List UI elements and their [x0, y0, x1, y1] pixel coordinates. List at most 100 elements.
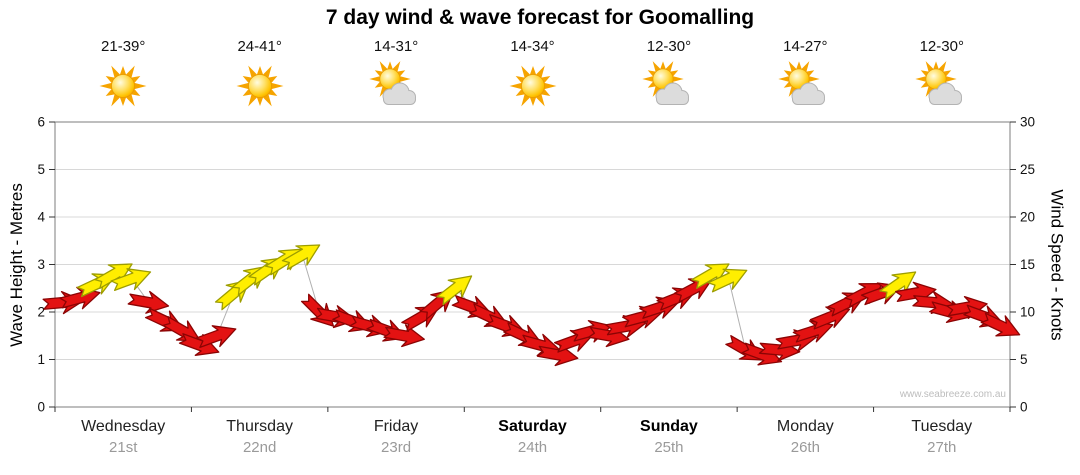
sun-ray	[99, 82, 113, 90]
wind-arrow	[946, 295, 988, 319]
watermark: www.seabreeze.com.au	[899, 389, 1006, 400]
sun-icon	[509, 65, 556, 107]
day-footer: Saturday 24th	[458, 416, 608, 458]
sun-ray	[369, 76, 381, 82]
wind-arrow	[792, 320, 834, 343]
sun-ray	[945, 76, 957, 82]
day-name: Wednesday	[81, 418, 166, 435]
right-tick-label: 30	[1020, 115, 1035, 130]
sun-ray	[387, 61, 394, 70]
day-date: 26th	[790, 439, 820, 456]
sun-ray	[399, 76, 411, 82]
sun-ray	[808, 76, 821, 82]
day-header: 12-30°	[594, 36, 744, 112]
left-tick-label: 5	[37, 162, 45, 177]
day-name: Tuesday	[911, 418, 973, 435]
page-title: 7 day wind & wave forecast for Goomallin…	[325, 6, 755, 29]
day-name: Saturday	[498, 418, 567, 435]
left-tick-label: 2	[37, 305, 45, 320]
day-name: Sunday	[640, 418, 698, 435]
day-temp-range: 24-41°	[237, 38, 282, 55]
right-axis-ticks: 0 5 10 15 20 25 30	[1010, 115, 1035, 415]
sun-icon	[99, 65, 147, 107]
day-header: 24-41°	[185, 36, 335, 112]
left-tick-label: 4	[37, 210, 45, 225]
day-footer: Thursday 22nd	[185, 416, 335, 458]
left-tick-label: 0	[37, 400, 45, 415]
day-footer: Sunday 25th	[594, 416, 744, 458]
day-footer: Friday 23rd	[321, 416, 471, 458]
left-tick-label: 3	[37, 257, 45, 272]
sun-ray	[778, 76, 791, 82]
wind-speed-axis-label: Wind Speed - Knots	[1048, 188, 1068, 341]
left-axis-title: Wave Height - Metres	[2, 122, 32, 407]
day-temp-range: 12-30°	[919, 38, 964, 55]
left-tick-label: 6	[37, 115, 45, 130]
sun-ray	[672, 76, 684, 82]
sun-cloud-icon	[642, 61, 689, 105]
day-date: 27th	[927, 439, 957, 456]
wind-arrow	[570, 319, 613, 343]
day-date: 24th	[517, 439, 548, 456]
sun-ray	[796, 61, 803, 70]
day-name: Thursday	[226, 418, 293, 435]
right-tick-label: 5	[1020, 352, 1028, 367]
sun-cloud-icon	[778, 61, 826, 105]
sun-ray	[509, 82, 522, 90]
right-tick-label: 25	[1020, 162, 1035, 177]
day-date: 23rd	[381, 439, 412, 456]
day-temp-range: 14-27°	[783, 38, 828, 55]
day-temp-range: 14-31°	[373, 38, 419, 55]
day-date: 22nd	[242, 439, 277, 456]
sun-ray	[529, 66, 536, 76]
wind-arrow	[162, 316, 201, 342]
sun-ray	[256, 66, 264, 76]
right-tick-label: 10	[1020, 305, 1035, 320]
right-tick-label: 15	[1020, 257, 1035, 272]
sun-ray	[642, 76, 654, 82]
sun-ray	[270, 82, 284, 90]
right-axis-title: Wind Speed - Knots	[1042, 122, 1072, 407]
day-date: 21st	[109, 439, 138, 456]
sun-ray	[932, 61, 939, 70]
sun-ray	[236, 82, 250, 90]
day-temp-range: 21-39°	[101, 38, 146, 55]
sun-ray	[529, 96, 536, 106]
sun-ray	[119, 66, 127, 76]
sun-ray	[133, 82, 147, 90]
sun-ray	[659, 61, 666, 70]
right-tick-label: 20	[1020, 210, 1035, 225]
wind-arrow	[110, 268, 152, 291]
day-header: 14-31°	[321, 36, 471, 112]
wave-height-axis-label: Wave Height - Metres	[7, 182, 26, 347]
day-header: 14-34°	[458, 36, 608, 112]
wind-arrow	[281, 244, 321, 270]
day-header: 14-27°	[730, 36, 880, 112]
day-footer: Wednesday 21st	[48, 416, 198, 458]
day-header: 12-30°	[867, 36, 1017, 112]
wind-arrows	[42, 244, 1021, 367]
day-temp-range: 14-34°	[510, 38, 555, 55]
sun-ray	[119, 96, 127, 106]
bottom-axis-ticks	[54, 407, 1011, 412]
sun-ray	[543, 82, 556, 90]
right-tick-label: 0	[1020, 400, 1028, 415]
sun-ray	[256, 96, 264, 106]
cloud	[655, 82, 689, 105]
wind-arrow	[195, 325, 237, 348]
day-name: Friday	[373, 418, 419, 435]
day-date: 25th	[654, 439, 684, 456]
day-footer: Monday 26th	[730, 416, 880, 458]
day-footer: Tuesday 27th	[867, 416, 1017, 458]
cloud	[791, 82, 826, 105]
wind-arrow	[127, 290, 170, 314]
sun-icon	[236, 65, 284, 107]
day-header: 21-39°	[48, 36, 198, 112]
wind-arrow	[707, 268, 748, 293]
day-temp-range: 12-30°	[646, 38, 692, 55]
left-tick-label: 1	[37, 352, 45, 367]
wind-arrow	[980, 312, 1021, 337]
cloud	[928, 82, 962, 105]
